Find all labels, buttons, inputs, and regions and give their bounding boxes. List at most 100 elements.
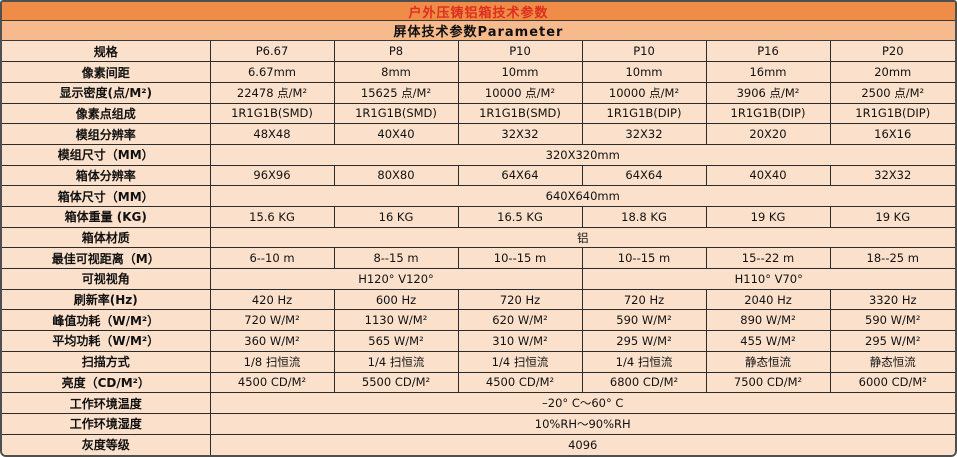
value-cell: 8--15 m [333, 247, 459, 270]
table-row: 像素间距 6.67mm 8mm 10mm 10mm 16mm 20mm [2, 61, 955, 83]
value-cell-half-span: H110° V70° [581, 268, 955, 290]
value-cell: 80X80 [333, 164, 459, 187]
row-label: 箱体尺寸（MM） [2, 185, 211, 207]
value-cell: 1R1G1B(DIP) [705, 102, 831, 125]
table-row: 刷新率(Hz) 420 Hz 600 Hz 720 Hz 720 Hz 2040 Hz 33… [2, 288, 955, 311]
value-cell: 64X64 [581, 164, 707, 187]
value-cell-full-span: –20° C～60° C [209, 392, 955, 414]
table-row: 峰值功耗（W/M²） 720 W/M² 1130 W/M² 620 W/M² 590 W… [2, 309, 955, 332]
row-label: 箱体材质 [2, 226, 211, 249]
row-label: 像素点组成 [2, 102, 211, 125]
value-cell: 1R1G1B(SMD) [333, 102, 459, 125]
value-cell: 6000 CD/M² [829, 371, 955, 394]
row-label: 像素间距 [2, 61, 211, 83]
spec-table: 规格 P6.67 P8 P10 P10 P16 P20 像素间距 6.67mm 8mm 10mm 10… [2, 41, 955, 455]
table-row: 像素点组成 1R1G1B(SMD) 1R1G1B(SMD) 1R1G1B(SMD) 1R… [2, 102, 955, 125]
value-cell: 1/4 扫恒流 [333, 350, 459, 373]
value-cell: 16mm [705, 61, 831, 83]
value-cell: 20X20 [705, 123, 831, 145]
value-cell: 1/4 扫恒流 [457, 350, 583, 373]
value-cell: 720 Hz [581, 288, 707, 311]
row-label: 亮度（CD/M²） [2, 371, 211, 394]
value-cell: P16 [705, 41, 831, 63]
spec-table-body: 规格 P6.67 P8 P10 P10 P16 P20 像素间距 6.67mm 8mm 10mm 10… [2, 41, 955, 455]
value-cell-half-span: H120° V120° [209, 268, 583, 290]
row-label: 可视视角 [2, 268, 211, 290]
value-cell: 32X32 [457, 123, 583, 145]
value-cell: 10mm [457, 61, 583, 83]
table-row: 模组分辨率 48X48 40X40 32X32 32X32 20X20 16X16 [2, 123, 955, 145]
value-cell: 18.8 KG [581, 206, 707, 228]
row-label: 显示密度(点/M²) [2, 81, 211, 104]
value-cell: 295 W/M² [581, 330, 707, 352]
value-cell: 590 W/M² [581, 309, 707, 332]
value-cell: 360 W/M² [209, 330, 335, 352]
table-row: 灰度等级 4096 [2, 433, 955, 455]
row-label: 峰值功耗（W/M²） [2, 309, 211, 332]
table-row: 亮度（CD/M²） 4500 CD/M² 5500 CD/M² 4500 CD/M² 6… [2, 371, 955, 394]
value-cell: 20mm [829, 61, 955, 83]
value-cell-full-span: 4096 [209, 433, 955, 455]
row-label: 平均功耗（W/M²） [2, 330, 211, 352]
value-cell: 620 W/M² [457, 309, 583, 332]
value-cell: 1/4 扫恒流 [581, 350, 707, 373]
value-cell: 1130 W/M² [333, 309, 459, 332]
value-cell: 40X40 [333, 123, 459, 145]
table-row: 工作环境温度 –20° C～60° C [2, 392, 955, 414]
value-cell: 10000 点/M² [581, 81, 707, 104]
value-cell: 15.6 KG [209, 206, 335, 228]
value-cell: 静态恒流 [829, 350, 955, 373]
value-cell: 16 KG [333, 206, 459, 228]
value-cell: 600 Hz [333, 288, 459, 311]
value-cell: P20 [829, 41, 955, 63]
value-cell: 890 W/M² [705, 309, 831, 332]
sheet-subtitle: 屏体技术参数Parameter [2, 21, 955, 41]
value-cell: 1R1G1B(SMD) [209, 102, 335, 125]
value-cell: P10 [457, 41, 583, 63]
value-cell: 静态恒流 [705, 350, 831, 373]
value-cell: 19 KG [829, 206, 955, 228]
value-cell: 8mm [333, 61, 459, 83]
value-cell: 2040 Hz [705, 288, 831, 311]
row-label: 箱体分辨率 [2, 164, 211, 187]
row-label: 刷新率(Hz) [2, 288, 211, 311]
table-row: 箱体材质铝 [2, 226, 955, 249]
value-cell: 16X16 [829, 123, 955, 145]
value-cell: 2500 点/M² [829, 81, 955, 104]
value-cell: 1R1G1B(SMD) [457, 102, 583, 125]
value-cell: 10mm [581, 61, 707, 83]
table-row: 扫描方式 1/8 扫恒流 1/4 扫恒流 1/4 扫恒流 1/4 扫恒流 静态恒流 静态恒流 [2, 350, 955, 373]
value-cell: 7500 CD/M² [705, 371, 831, 394]
table-row: 模组尺寸（MM） 320X320mm [2, 143, 955, 166]
value-cell: 18--25 m [829, 247, 955, 270]
value-cell: 19 KG [705, 206, 831, 228]
value-cell: 48X48 [209, 123, 335, 145]
row-label: 工作环境湿度 [2, 412, 211, 435]
value-cell: 16.5 KG [457, 206, 583, 228]
value-cell: P10 [581, 41, 707, 63]
row-label: 箱体重量 (KG) [2, 206, 211, 228]
value-cell: 10--15 m [457, 247, 583, 270]
value-cell: 4500 CD/M² [457, 371, 583, 394]
row-label: 最佳可视距离（M） [2, 247, 211, 270]
value-cell: 5500 CD/M² [333, 371, 459, 394]
value-cell: 565 W/M² [333, 330, 459, 352]
value-cell: 3320 Hz [829, 288, 955, 311]
value-cell: 4500 CD/M² [209, 371, 335, 394]
row-label: 模组分辨率 [2, 123, 211, 145]
row-label: 扫描方式 [2, 350, 211, 373]
table-row: 箱体分辨率 96X96 80X80 64X64 64X64 40X40 32X32 [2, 164, 955, 187]
value-cell: 15--22 m [705, 247, 831, 270]
value-cell: 6--10 m [209, 247, 335, 270]
value-cell-full-span: 10%RH～90%RH [209, 412, 955, 435]
table-row: 工作环境湿度 10%RH～90%RH [2, 412, 955, 435]
value-cell: 40X40 [705, 164, 831, 187]
value-cell: 6.67mm [209, 61, 335, 83]
value-cell: 455 W/M² [705, 330, 831, 352]
table-row: 箱体尺寸（MM） 640X640mm [2, 185, 955, 207]
table-row: 箱体重量 (KG) 15.6 KG 16 KG 16.5 KG 18.8 KG 19 KG… [2, 206, 955, 228]
value-cell: 720 W/M² [209, 309, 335, 332]
value-cell: 590 W/M² [829, 309, 955, 332]
